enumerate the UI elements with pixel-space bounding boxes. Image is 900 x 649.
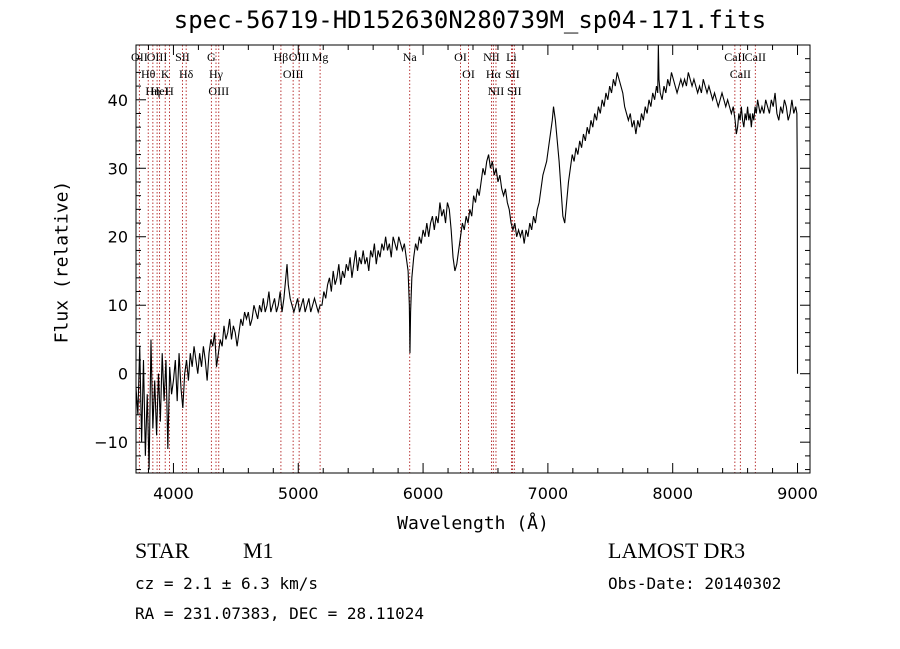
line-label-hα: Hα (486, 67, 502, 81)
object-class: STAR (135, 538, 190, 563)
y-tick-label: 10 (108, 296, 128, 315)
line-label-caii: CaII (724, 50, 745, 64)
y-tick-label: 40 (108, 91, 128, 110)
y-tick-label: 20 (108, 228, 128, 247)
y-tick-label: 0 (118, 365, 128, 384)
line-label-hθ: Hθ (141, 67, 156, 81)
redshift-readout: cz = 2.1 ± 6.3 km/s (135, 574, 319, 593)
line-label-mg: Mg (312, 50, 329, 64)
x-tick-label: 5000 (278, 484, 319, 503)
spectrum-line-flux (136, 45, 799, 470)
line-label-oii: OII (131, 50, 148, 64)
line-label-na: Na (403, 50, 418, 64)
x-tick-label: 7000 (528, 484, 569, 503)
line-label-oiii: OIII (208, 84, 229, 98)
line-label-hδ: Hδ (179, 67, 194, 81)
plot-frame (135, 44, 811, 474)
line-label-h: H (165, 84, 174, 98)
x-tick-label: 8000 (652, 484, 693, 503)
line-label-g: G (207, 50, 216, 64)
y-tick-label: −10 (94, 433, 128, 452)
coordinates-readout: RA = 231.07383, DEC = 28.11024 (135, 604, 424, 623)
x-axis-label: Wavelength (Å) (397, 512, 549, 534)
line-label-hγ: Hγ (209, 67, 224, 81)
y-tick-label: 30 (108, 159, 128, 178)
line-label-oiii: OIII (147, 50, 168, 64)
observation-date: Obs-Date: 20140302 (608, 574, 782, 593)
line-label-oi: OI (462, 67, 475, 81)
line-label-hβ: Hβ (274, 50, 289, 64)
line-label-sii: SII (507, 84, 522, 98)
line-label-hη: Hη (145, 84, 160, 98)
line-label-hei: HeI (151, 84, 169, 98)
line-label-li: Li (506, 50, 517, 64)
line-label-caii: CaII (730, 67, 751, 81)
line-label-k: K (161, 67, 170, 81)
chart-title: spec-56719-HD152630N280739M_sp04-171.fit… (173, 6, 767, 34)
line-label-oiii: OIII (289, 50, 310, 64)
line-label-caii: CaII (745, 50, 766, 64)
survey-name: LAMOST DR3 (608, 538, 746, 563)
line-label-sii: SII (505, 67, 520, 81)
line-label-nii: NII (483, 50, 500, 64)
x-tick-label: 6000 (403, 484, 444, 503)
line-label-sii: SII (175, 50, 190, 64)
x-tick-label: 9000 (777, 484, 818, 503)
line-label-oi: OI (454, 50, 467, 64)
line-label-oiii: OIII (283, 67, 304, 81)
x-tick-label: 4000 (153, 484, 194, 503)
object-subclass: M1 (243, 538, 274, 563)
line-label-nii: NII (488, 84, 505, 98)
